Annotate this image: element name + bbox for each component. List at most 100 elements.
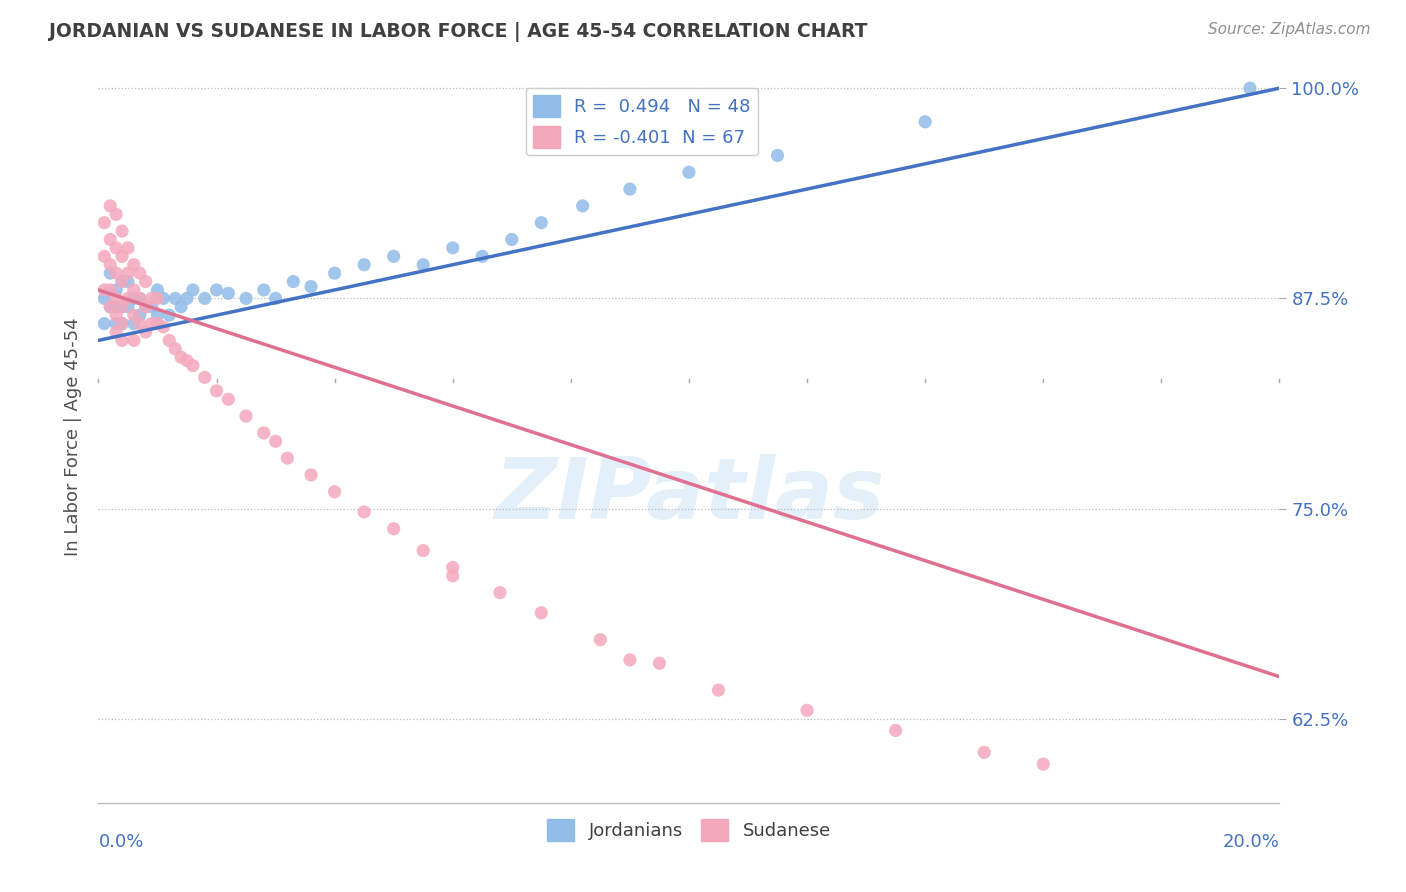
Point (766, 148, 789, 162)
Text: 0.0%: 0.0% (98, 833, 143, 851)
Point (146, 291, 169, 305)
Point (264, 434, 287, 449)
Point (146, 283, 169, 297)
Point (884, 723, 907, 738)
Point (530, 606, 553, 620)
Point (93, 283, 115, 297)
Point (98, 283, 121, 297)
Point (141, 317, 163, 331)
Point (181, 359, 204, 373)
Point (122, 258, 145, 272)
Point (135, 300, 157, 314)
Point (105, 291, 128, 305)
Text: Source: ZipAtlas.com: Source: ZipAtlas.com (1208, 22, 1371, 37)
Point (170, 350, 193, 364)
Point (165, 342, 187, 356)
Point (678, 165, 700, 179)
Point (441, 560, 464, 574)
Point (264, 291, 287, 305)
Point (157, 334, 180, 348)
Point (276, 451, 298, 466)
Point (382, 249, 405, 263)
Point (111, 300, 134, 314)
Point (98, 300, 121, 314)
Point (170, 300, 193, 314)
Point (412, 543, 434, 558)
Point (111, 275, 134, 289)
Point (441, 241, 464, 255)
Point (157, 308, 180, 322)
Point (205, 283, 228, 297)
Point (122, 283, 145, 297)
Point (253, 425, 276, 440)
Point (111, 317, 134, 331)
Point (589, 632, 612, 647)
Point (1239, 81, 1261, 95)
Point (471, 249, 494, 263)
Point (117, 266, 139, 280)
Point (105, 300, 128, 314)
Point (105, 266, 128, 280)
Point (707, 683, 730, 698)
Point (299, 467, 322, 482)
Point (217, 392, 239, 407)
Point (117, 241, 139, 255)
Point (93, 291, 115, 305)
Text: 20.0%: 20.0% (1223, 833, 1279, 851)
Point (176, 353, 198, 368)
Point (217, 286, 239, 301)
Point (973, 745, 995, 759)
Point (135, 275, 157, 289)
Point (353, 505, 375, 519)
Point (105, 207, 128, 221)
Point (93, 216, 115, 230)
Point (353, 258, 375, 272)
Point (111, 224, 134, 238)
Point (382, 522, 405, 536)
Point (489, 585, 512, 599)
Point (530, 216, 553, 230)
Point (98, 300, 121, 314)
Text: JORDANIAN VS SUDANESE IN LABOR FORCE | AGE 45-54 CORRELATION CHART: JORDANIAN VS SUDANESE IN LABOR FORCE | A… (49, 22, 868, 42)
Point (619, 182, 641, 196)
Point (111, 249, 134, 263)
Point (122, 317, 145, 331)
Point (176, 291, 198, 305)
Point (571, 199, 593, 213)
Point (181, 283, 204, 297)
Point (98, 258, 121, 272)
Point (235, 409, 257, 423)
Point (141, 291, 163, 305)
Point (128, 291, 150, 305)
Point (619, 653, 641, 667)
Y-axis label: In Labor Force | Age 45-54: In Labor Force | Age 45-54 (63, 318, 82, 557)
Point (128, 308, 150, 322)
Point (111, 275, 134, 289)
Point (501, 233, 523, 247)
Point (122, 308, 145, 322)
Point (105, 241, 128, 255)
Point (648, 657, 671, 671)
Point (105, 308, 128, 322)
Point (1032, 757, 1054, 772)
Point (412, 258, 434, 272)
Point (796, 703, 818, 717)
Point (117, 291, 139, 305)
Point (141, 300, 163, 314)
Point (117, 275, 139, 289)
Point (152, 320, 174, 334)
Legend: Jordanians, Sudanese: Jordanians, Sudanese (540, 812, 838, 848)
Point (205, 384, 228, 398)
Point (165, 291, 187, 305)
Point (128, 317, 150, 331)
Point (441, 569, 464, 583)
Point (283, 275, 305, 289)
Point (128, 266, 150, 280)
Point (152, 291, 174, 305)
Point (146, 317, 169, 331)
Point (235, 291, 257, 305)
Point (128, 291, 150, 305)
Point (194, 370, 217, 384)
Point (111, 300, 134, 314)
Point (93, 317, 115, 331)
